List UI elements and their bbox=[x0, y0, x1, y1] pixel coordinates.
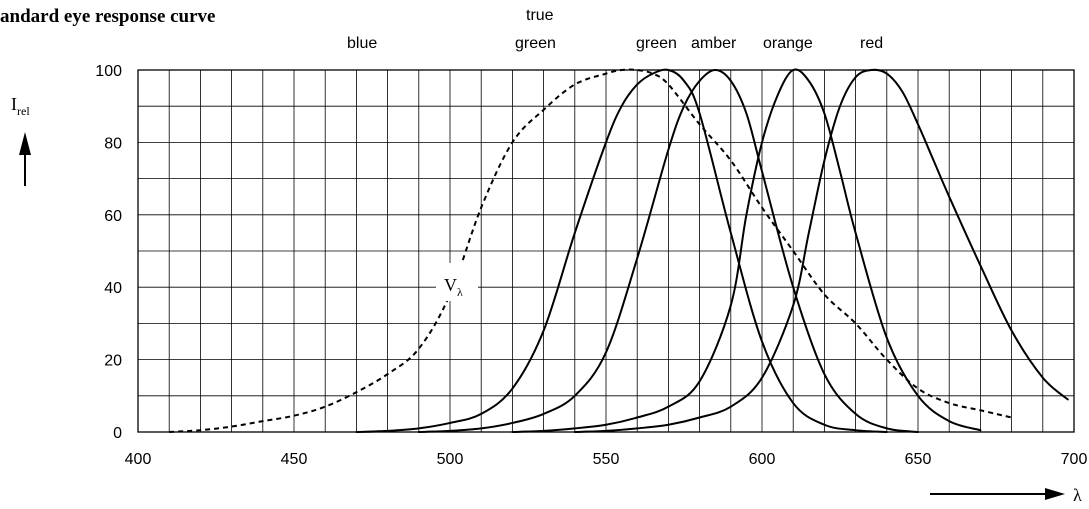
ticks: 400 450 500 550 600 650 700 0 20 40 60 80 100 bbox=[95, 63, 1087, 468]
series-curve-1 bbox=[417, 69, 919, 433]
series-label-amber: amber bbox=[691, 35, 737, 52]
y-axis-arrow-head bbox=[19, 132, 31, 155]
x-tick-label: 600 bbox=[749, 451, 776, 468]
series-curve-3 bbox=[573, 68, 1069, 433]
x-axis-arrow-head bbox=[1045, 488, 1065, 500]
series-curve-2 bbox=[511, 68, 982, 433]
y-axis-subscript: rel bbox=[17, 104, 30, 118]
series-label-true: true bbox=[526, 7, 554, 24]
grid bbox=[138, 70, 1074, 432]
x-tick-label: 450 bbox=[281, 451, 308, 468]
series-label-blue: blue bbox=[347, 35, 377, 52]
x-tick-label: 700 bbox=[1061, 451, 1088, 468]
chart-title: andard eye response curve bbox=[0, 6, 216, 27]
y-tick-label: 20 bbox=[104, 353, 122, 370]
plot-frame bbox=[137, 69, 1075, 433]
series-curve-0 bbox=[355, 68, 888, 433]
y-tick-label: 80 bbox=[104, 135, 122, 152]
y-tick-label: 100 bbox=[95, 63, 122, 80]
y-tick-label: 0 bbox=[113, 425, 122, 442]
series-label-orange: orange bbox=[763, 35, 813, 52]
vlambda-label-bg bbox=[436, 263, 478, 301]
vlambda-label: Vλ bbox=[444, 275, 463, 299]
series-label-red: red bbox=[860, 35, 883, 52]
y-tick-label: 40 bbox=[104, 280, 122, 297]
x-tick-label: 400 bbox=[125, 451, 152, 468]
y-axis-symbol: I bbox=[11, 94, 17, 114]
vlambda-curve bbox=[169, 68, 1012, 433]
vlambda-symbol: V bbox=[444, 275, 457, 295]
series-label-true-green: green bbox=[515, 35, 556, 52]
x-tick-label: 550 bbox=[593, 451, 620, 468]
vlambda-subscript: λ bbox=[457, 285, 463, 299]
x-axis-symbol: λ bbox=[1073, 485, 1082, 505]
curves bbox=[169, 68, 1069, 433]
x-tick-label: 650 bbox=[905, 451, 932, 468]
x-tick-label: 500 bbox=[437, 451, 464, 468]
y-axis-label: Irel bbox=[11, 94, 30, 118]
series-label-green: green bbox=[636, 35, 677, 52]
y-tick-label: 60 bbox=[104, 208, 122, 225]
